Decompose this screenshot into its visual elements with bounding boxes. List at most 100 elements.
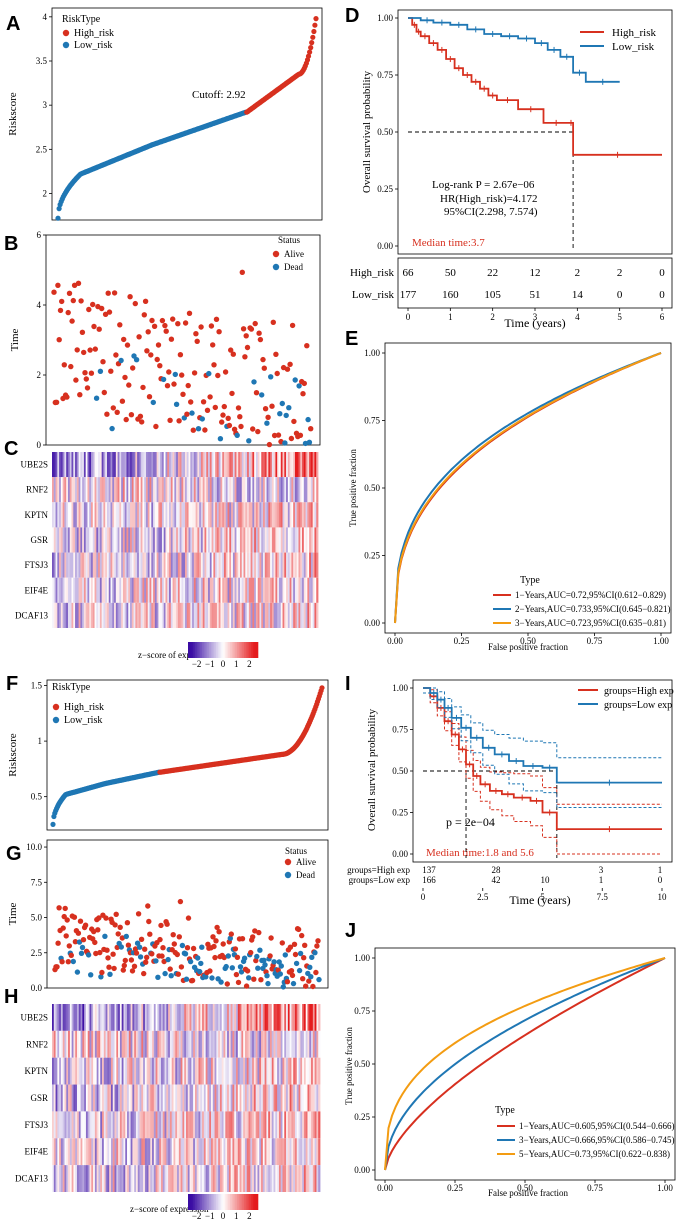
heatmap-cell [147, 577, 150, 603]
heatmap-cell [216, 602, 220, 628]
alive-point [88, 370, 95, 376]
heatmap-cell [73, 602, 76, 628]
heatmap-cell [55, 477, 58, 503]
heatmap-cell [232, 527, 236, 553]
alive-point [256, 929, 262, 936]
heatmap-cell [278, 1057, 282, 1085]
heatmap-cell [282, 452, 285, 478]
heatmap-cell [82, 1111, 85, 1139]
heatmap-cell [209, 1057, 212, 1085]
heatmap-cell [314, 1004, 317, 1031]
heatmap-cell [238, 502, 241, 528]
alive-point [73, 377, 79, 383]
heatmap-cell [94, 1057, 98, 1085]
heatmap-cell [83, 452, 87, 478]
heatmap-cell [300, 577, 303, 603]
heatmap-cell [107, 1165, 110, 1192]
heatmap-cell [98, 1004, 101, 1031]
heatmap-cell [202, 1111, 205, 1139]
heatmap-cell [75, 1030, 78, 1058]
heatmap-cell [98, 602, 101, 628]
heatmap-cell [231, 552, 234, 578]
heatmap-cell [174, 577, 177, 603]
heatmap-cell [289, 1084, 292, 1112]
heatmap-cell [266, 1030, 269, 1058]
heatmap-cell [207, 1030, 210, 1058]
heatmap-cell [105, 1165, 108, 1192]
heatmap-cell [110, 552, 113, 578]
heatmap-cell [284, 602, 287, 628]
panel-label-i: I [345, 673, 351, 695]
heatmap-cell [121, 1030, 124, 1058]
heatmap-cell [238, 552, 241, 578]
heatmap-cell [209, 1138, 212, 1166]
heatmap-cell [255, 527, 259, 553]
heatmap-cell [135, 1111, 139, 1139]
dead-point [277, 971, 283, 977]
dead-point [136, 944, 143, 950]
heatmap-cell [303, 577, 306, 603]
dead-point [88, 972, 94, 978]
heatmap-cell [309, 602, 312, 628]
heatmap-cell [170, 602, 173, 628]
heatmap-cell [252, 1030, 255, 1058]
heatmap-cell [119, 1138, 123, 1166]
heatmap-cell [314, 1084, 317, 1112]
heatmap-cell [164, 1138, 167, 1166]
heatmap-cell [130, 1030, 133, 1058]
g-ytick-label: 5.0 [31, 913, 43, 923]
heatmap-cell [96, 452, 99, 478]
heatmap-cell [168, 1111, 171, 1139]
alive-point [244, 968, 251, 974]
heatmap-cell [160, 1004, 164, 1031]
heatmap-cell [110, 1138, 114, 1166]
heatmap-cell [115, 502, 119, 528]
alive-point [66, 290, 73, 296]
colorbar-swatch [217, 642, 220, 658]
heatmap-cell [250, 1057, 253, 1085]
heatmap-cell [169, 552, 172, 578]
alive-point [214, 924, 220, 931]
heatmap-cell [219, 1084, 223, 1112]
alive-point [120, 967, 127, 973]
heatmap-cell [237, 1084, 240, 1112]
heatmap-cell [309, 1138, 312, 1166]
heatmap-cell [221, 1057, 224, 1085]
heatmap-cell [199, 577, 202, 603]
heatmap-cell [209, 1004, 212, 1031]
heatmap-cell [163, 527, 166, 553]
expression-heatmap-h: z−score of expression UBE2SRNF2KPTNGSRFT… [15, 1004, 321, 1221]
heatmap-cell [69, 1004, 73, 1031]
heatmap-cell [131, 552, 134, 578]
heatmap-cell [196, 1111, 199, 1139]
alive-point [274, 370, 280, 377]
heatmap-cell [126, 452, 129, 478]
heatmap-cell [218, 502, 221, 528]
dead-point [134, 940, 141, 946]
heatmap-cell [103, 1030, 106, 1058]
heatmap-cell [211, 1111, 214, 1139]
heatmap-cell [162, 1030, 165, 1058]
heatmap-cell [135, 577, 138, 603]
heatmap-cell [62, 1057, 65, 1085]
d-xtick-label: 2 [490, 312, 495, 322]
heatmap-cell [135, 1165, 139, 1192]
alive-point [256, 330, 262, 336]
heatmap-cell [262, 1030, 266, 1058]
heatmap-cell [177, 602, 181, 628]
alive-point [53, 399, 60, 405]
colorbar-swatch [195, 642, 198, 658]
heatmap-cell [134, 1165, 137, 1192]
heatmap-cell [68, 1111, 71, 1139]
heatmap-cell [112, 1030, 115, 1058]
heatmap-cell [291, 602, 294, 628]
heatmap-cell [108, 502, 111, 528]
heatmap-cell [277, 452, 280, 478]
heatmap-cell [53, 552, 56, 578]
heatmap-cell [116, 1111, 119, 1139]
heatmap-cell [269, 1111, 273, 1139]
d-ytick-label: 0.25 [377, 184, 393, 194]
heatmap-cell [174, 552, 177, 578]
heatmap-cell [186, 1084, 189, 1112]
heatmap-cell [266, 477, 269, 503]
